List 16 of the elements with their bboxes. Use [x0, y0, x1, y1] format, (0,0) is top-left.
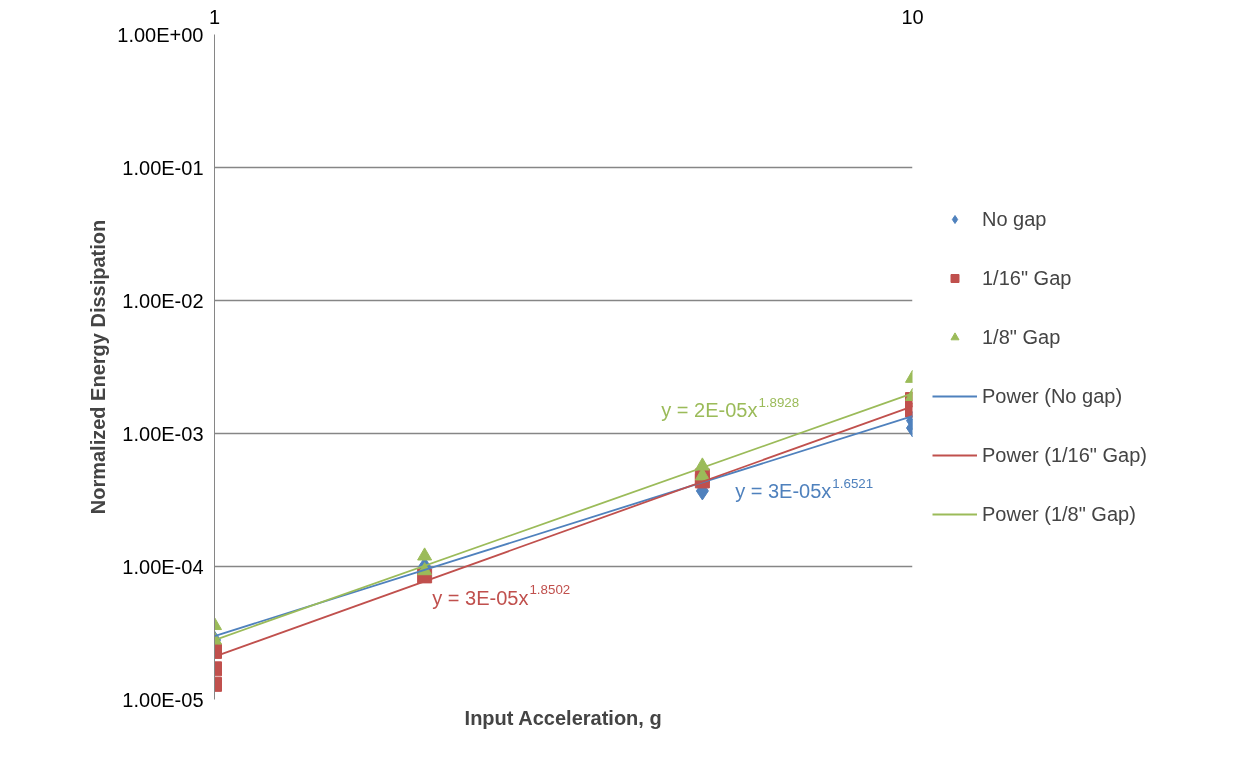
legend-label: 1/8" Gap [982, 325, 1061, 349]
legend-label: 1/16" Gap [982, 266, 1072, 290]
x-tick-label: 1 [208, 5, 221, 28]
y-tick-label: 1.00E-03 [122, 422, 204, 445]
legend-label: Power (1/16" Gap) [982, 443, 1147, 467]
legend-label: Power (1/8" Gap) [982, 502, 1136, 526]
x-axis-title: Input Acceleration, g [464, 706, 662, 729]
y-tick-label: 1.00E+00 [117, 23, 204, 46]
y-tick-label: 1.00E-05 [122, 688, 204, 711]
legend-label: No gap [982, 207, 1047, 231]
legend-label: Power (No gap) [982, 384, 1123, 408]
y-tick-label: 1.00E-02 [122, 289, 204, 312]
y-tick-label: 1.00E-04 [122, 555, 204, 578]
y-axis-title: Normalized Energy Dissipation [87, 219, 110, 515]
y-tick-label: 1.00E-01 [122, 156, 204, 179]
x-tick-label: 10 [901, 5, 924, 28]
